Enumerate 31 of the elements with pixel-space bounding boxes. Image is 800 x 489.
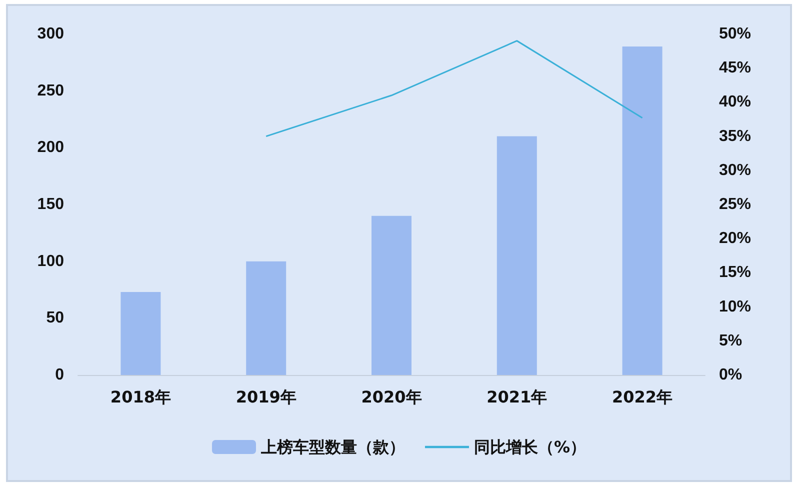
- line-series: [265, 40, 644, 138]
- bar: [496, 136, 537, 375]
- y2-tick-label: 45%: [719, 60, 752, 77]
- x-tick-label: 2018年: [110, 388, 171, 406]
- y2-tick-label: 50%: [719, 26, 752, 42]
- y2-tick-label: 25%: [719, 196, 752, 213]
- legend-label: 同比增长（%）: [474, 438, 586, 456]
- y2-tick-label: 15%: [719, 264, 752, 282]
- x-tick-label: 2019年: [236, 388, 296, 406]
- x-tick-label: 2020年: [361, 388, 422, 406]
- y2-tick-label: 5%: [719, 332, 742, 350]
- y-tick-label: 50: [46, 310, 64, 327]
- y-tick-label: 250: [37, 82, 64, 100]
- x-tick-label: 2022年: [612, 388, 673, 406]
- y-tick-label: 200: [37, 139, 64, 156]
- y-tick-label: 150: [37, 196, 64, 213]
- y2-tick-label: 35%: [719, 128, 752, 145]
- y2-tick-label: 40%: [719, 94, 752, 111]
- legend-label: 上榜车型数量（款）: [260, 438, 405, 456]
- bar: [120, 292, 161, 375]
- y2-tick-label: 10%: [719, 298, 752, 316]
- y-tick-label: 300: [37, 26, 64, 42]
- bar: [622, 46, 662, 375]
- x-tick-label: 2021年: [486, 388, 548, 406]
- bar: [246, 261, 286, 375]
- y2-tick-label: 30%: [719, 162, 752, 179]
- y-tick-label: 100: [37, 252, 64, 270]
- bar: [372, 216, 412, 375]
- y-tick-label: 0: [55, 366, 64, 384]
- y2-tick-label: 0%: [719, 366, 742, 384]
- y2-tick-label: 20%: [719, 230, 752, 248]
